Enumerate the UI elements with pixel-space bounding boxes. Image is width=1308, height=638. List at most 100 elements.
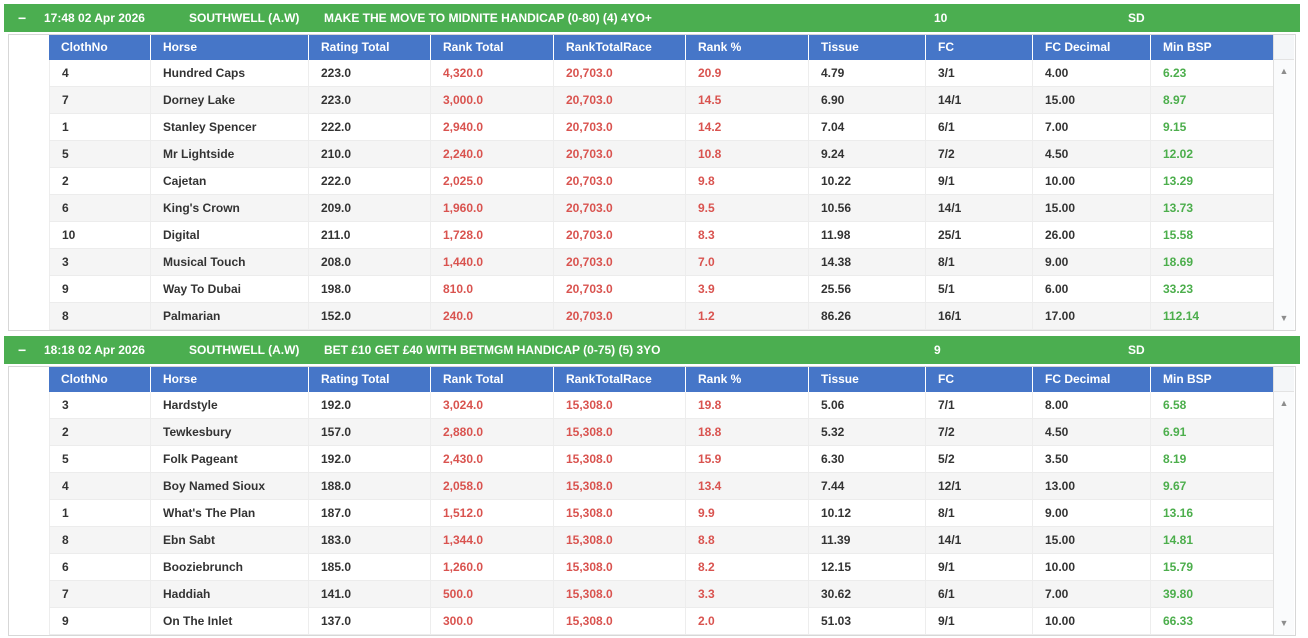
horse-row[interactable]: 9 Way To Dubai 198.0 810.0 20,703.0 3.9 25.56 5… xyxy=(49,276,1273,303)
min-bsp: 9.67 xyxy=(1163,479,1187,493)
horse-row[interactable]: 4 Boy Named Sioux 188.0 2,058.0 15,308.0 13.4… xyxy=(49,473,1273,500)
rank-percent: 10.8 xyxy=(686,141,809,167)
forecast-price: 14/1 xyxy=(926,527,1033,553)
scroll-down-icon[interactable]: ▼ xyxy=(1279,618,1289,628)
scrollbar-track[interactable]: ▲ ▼ xyxy=(1274,392,1294,635)
forecast-decimal: 10.00 xyxy=(1033,168,1151,194)
horse-row[interactable]: 4 Hundred Caps 223.0 4,320.0 20,703.0 20.9 4.7… xyxy=(49,60,1273,87)
column-header-rank-total-race[interactable]: RankTotalRace xyxy=(554,367,686,392)
rating-total: 222.0 xyxy=(309,168,431,194)
column-header-rating-total[interactable]: Rating Total xyxy=(309,367,431,392)
column-header-horse-name[interactable]: Horse xyxy=(151,35,309,60)
collapse-icon[interactable]: − xyxy=(18,342,27,358)
scroll-up-icon[interactable]: ▲ xyxy=(1279,398,1289,408)
horse-row[interactable]: 3 Musical Touch 208.0 1,440.0 20,703.0 7.0 14.… xyxy=(49,249,1273,276)
column-header-tissue-price[interactable]: Tissue xyxy=(809,367,926,392)
tissue-price: 6.30 xyxy=(809,446,926,472)
horse-name: Hundred Caps xyxy=(151,60,309,86)
race-panel: ClothNo Horse Rating Total Rank Total RankTo… xyxy=(8,34,1296,331)
rank-percent: 9.5 xyxy=(686,195,809,221)
horse-name: Tewkesbury xyxy=(151,419,309,445)
rank-total-race: 15,308.0 xyxy=(554,581,686,607)
horse-row[interactable]: 5 Folk Pageant 192.0 2,430.0 15,308.0 15.9 6.3… xyxy=(49,446,1273,473)
rating-total: 209.0 xyxy=(309,195,431,221)
column-header-forecast-decimal[interactable]: FC Decimal xyxy=(1033,35,1151,60)
horse-name: Musical Touch xyxy=(151,249,309,275)
horse-row[interactable]: 6 Booziebrunch 185.0 1,260.0 15,308.0 8.2 12.1… xyxy=(49,554,1273,581)
rank-total-race: 15,308.0 xyxy=(554,392,686,418)
column-header-min-bsp[interactable]: Min BSP xyxy=(1163,40,1212,54)
scroll-up-icon[interactable]: ▲ xyxy=(1279,66,1289,76)
race-time-date: 17:48 02 Apr 2026 xyxy=(44,11,145,25)
cloth-number: 3 xyxy=(49,249,151,275)
horse-row[interactable]: 1 What's The Plan 187.0 1,512.0 15,308.0 9.9 1… xyxy=(49,500,1273,527)
column-header-rating-total[interactable]: Rating Total xyxy=(309,35,431,60)
cloth-number: 8 xyxy=(49,527,151,553)
column-header-cloth-number[interactable]: ClothNo xyxy=(49,367,151,392)
rank-total-race: 15,308.0 xyxy=(554,527,686,553)
column-header-forecast-price[interactable]: FC xyxy=(926,35,1033,60)
column-header-min-bsp[interactable]: Min BSP xyxy=(1163,372,1212,386)
forecast-price: 8/1 xyxy=(926,500,1033,526)
horse-row[interactable]: 2 Tewkesbury 157.0 2,880.0 15,308.0 18.8 5.32 7… xyxy=(49,419,1273,446)
horse-row[interactable]: 8 Palmarian 152.0 240.0 20,703.0 1.2 86.26 16/1… xyxy=(49,303,1273,330)
rank-total: 2,430.0 xyxy=(431,446,554,472)
forecast-decimal: 6.00 xyxy=(1033,276,1151,302)
column-header-horse-name[interactable]: Horse xyxy=(151,367,309,392)
column-header-tissue-price[interactable]: Tissue xyxy=(809,35,926,60)
cloth-number: 2 xyxy=(49,168,151,194)
rank-total-race: 15,308.0 xyxy=(554,500,686,526)
forecast-decimal: 4.50 xyxy=(1033,141,1151,167)
rank-total: 1,440.0 xyxy=(431,249,554,275)
cloth-number: 9 xyxy=(49,608,151,634)
horse-row[interactable]: 2 Cajetan 222.0 2,025.0 20,703.0 9.8 10.22 9/1 1… xyxy=(49,168,1273,195)
horse-name: Mr Lightside xyxy=(151,141,309,167)
tissue-price: 30.62 xyxy=(809,581,926,607)
horse-row[interactable]: 8 Ebn Sabt 183.0 1,344.0 15,308.0 8.8 11.39 14/… xyxy=(49,527,1273,554)
column-header-forecast-price[interactable]: FC xyxy=(926,367,1033,392)
tissue-price: 6.90 xyxy=(809,87,926,113)
horse-name: Stanley Spencer xyxy=(151,114,309,140)
horse-row[interactable]: 7 Haddiah 141.0 500.0 15,308.0 3.3 30.62 6/1 7.0… xyxy=(49,581,1273,608)
forecast-price: 7/2 xyxy=(926,141,1033,167)
table-scrollbar[interactable]: ▲ ▼ xyxy=(1273,367,1294,635)
column-header-rank-total[interactable]: Rank Total xyxy=(431,367,554,392)
horse-row[interactable]: 10 Digital 211.0 1,728.0 20,703.0 8.3 11.98 25/… xyxy=(49,222,1273,249)
horse-row[interactable]: 3 Hardstyle 192.0 3,024.0 15,308.0 19.8 5.06 7/… xyxy=(49,392,1273,419)
horse-name: Folk Pageant xyxy=(151,446,309,472)
forecast-price: 9/1 xyxy=(926,168,1033,194)
column-header-cloth-number[interactable]: ClothNo xyxy=(49,35,151,60)
horse-row[interactable]: 7 Dorney Lake 223.0 3,000.0 20,703.0 14.5 6.90… xyxy=(49,87,1273,114)
horse-row[interactable]: 5 Mr Lightside 210.0 2,240.0 20,703.0 10.8 9.2… xyxy=(49,141,1273,168)
cloth-number: 5 xyxy=(49,446,151,472)
column-header-forecast-decimal[interactable]: FC Decimal xyxy=(1033,367,1151,392)
racing-grid-app: − 17:48 02 Apr 2026 SOUTHWELL (A.W) MAKE… xyxy=(0,4,1308,638)
horse-row[interactable]: 9 On The Inlet 137.0 300.0 15,308.0 2.0 51.03 9… xyxy=(49,608,1273,635)
tissue-price: 11.98 xyxy=(809,222,926,248)
collapse-icon[interactable]: − xyxy=(18,10,27,26)
cloth-number: 4 xyxy=(49,473,151,499)
min-bsp: 39.80 xyxy=(1163,587,1194,601)
rank-percent: 1.2 xyxy=(686,303,809,329)
column-header-rank-percent[interactable]: Rank % xyxy=(686,35,809,60)
table-scrollbar[interactable]: ▲ ▼ xyxy=(1273,35,1294,330)
column-header-rank-percent[interactable]: Rank % xyxy=(686,367,809,392)
min-bsp: 9.15 xyxy=(1163,120,1187,134)
scroll-down-icon[interactable]: ▼ xyxy=(1279,313,1289,323)
min-bsp: 66.33 xyxy=(1163,614,1194,628)
tissue-price: 4.79 xyxy=(809,60,926,86)
tissue-price: 10.22 xyxy=(809,168,926,194)
rating-total: 187.0 xyxy=(309,500,431,526)
table-header-row: ClothNo Horse Rating Total Rank Total RankTo… xyxy=(49,35,1273,60)
scrollbar-track[interactable]: ▲ ▼ xyxy=(1274,60,1294,330)
horse-row[interactable]: 6 King's Crown 209.0 1,960.0 20,703.0 9.5 10.5… xyxy=(49,195,1273,222)
column-header-rank-total[interactable]: Rank Total xyxy=(431,35,554,60)
rank-percent: 8.2 xyxy=(686,554,809,580)
cloth-number: 10 xyxy=(49,222,151,248)
race-course: SOUTHWELL (A.W) xyxy=(189,343,300,357)
horse-row[interactable]: 1 Stanley Spencer 222.0 2,940.0 20,703.0 14.2… xyxy=(49,114,1273,141)
rating-total: 198.0 xyxy=(309,276,431,302)
column-header-rank-total-race[interactable]: RankTotalRace xyxy=(554,35,686,60)
horse-name: Dorney Lake xyxy=(151,87,309,113)
rating-total: 211.0 xyxy=(309,222,431,248)
